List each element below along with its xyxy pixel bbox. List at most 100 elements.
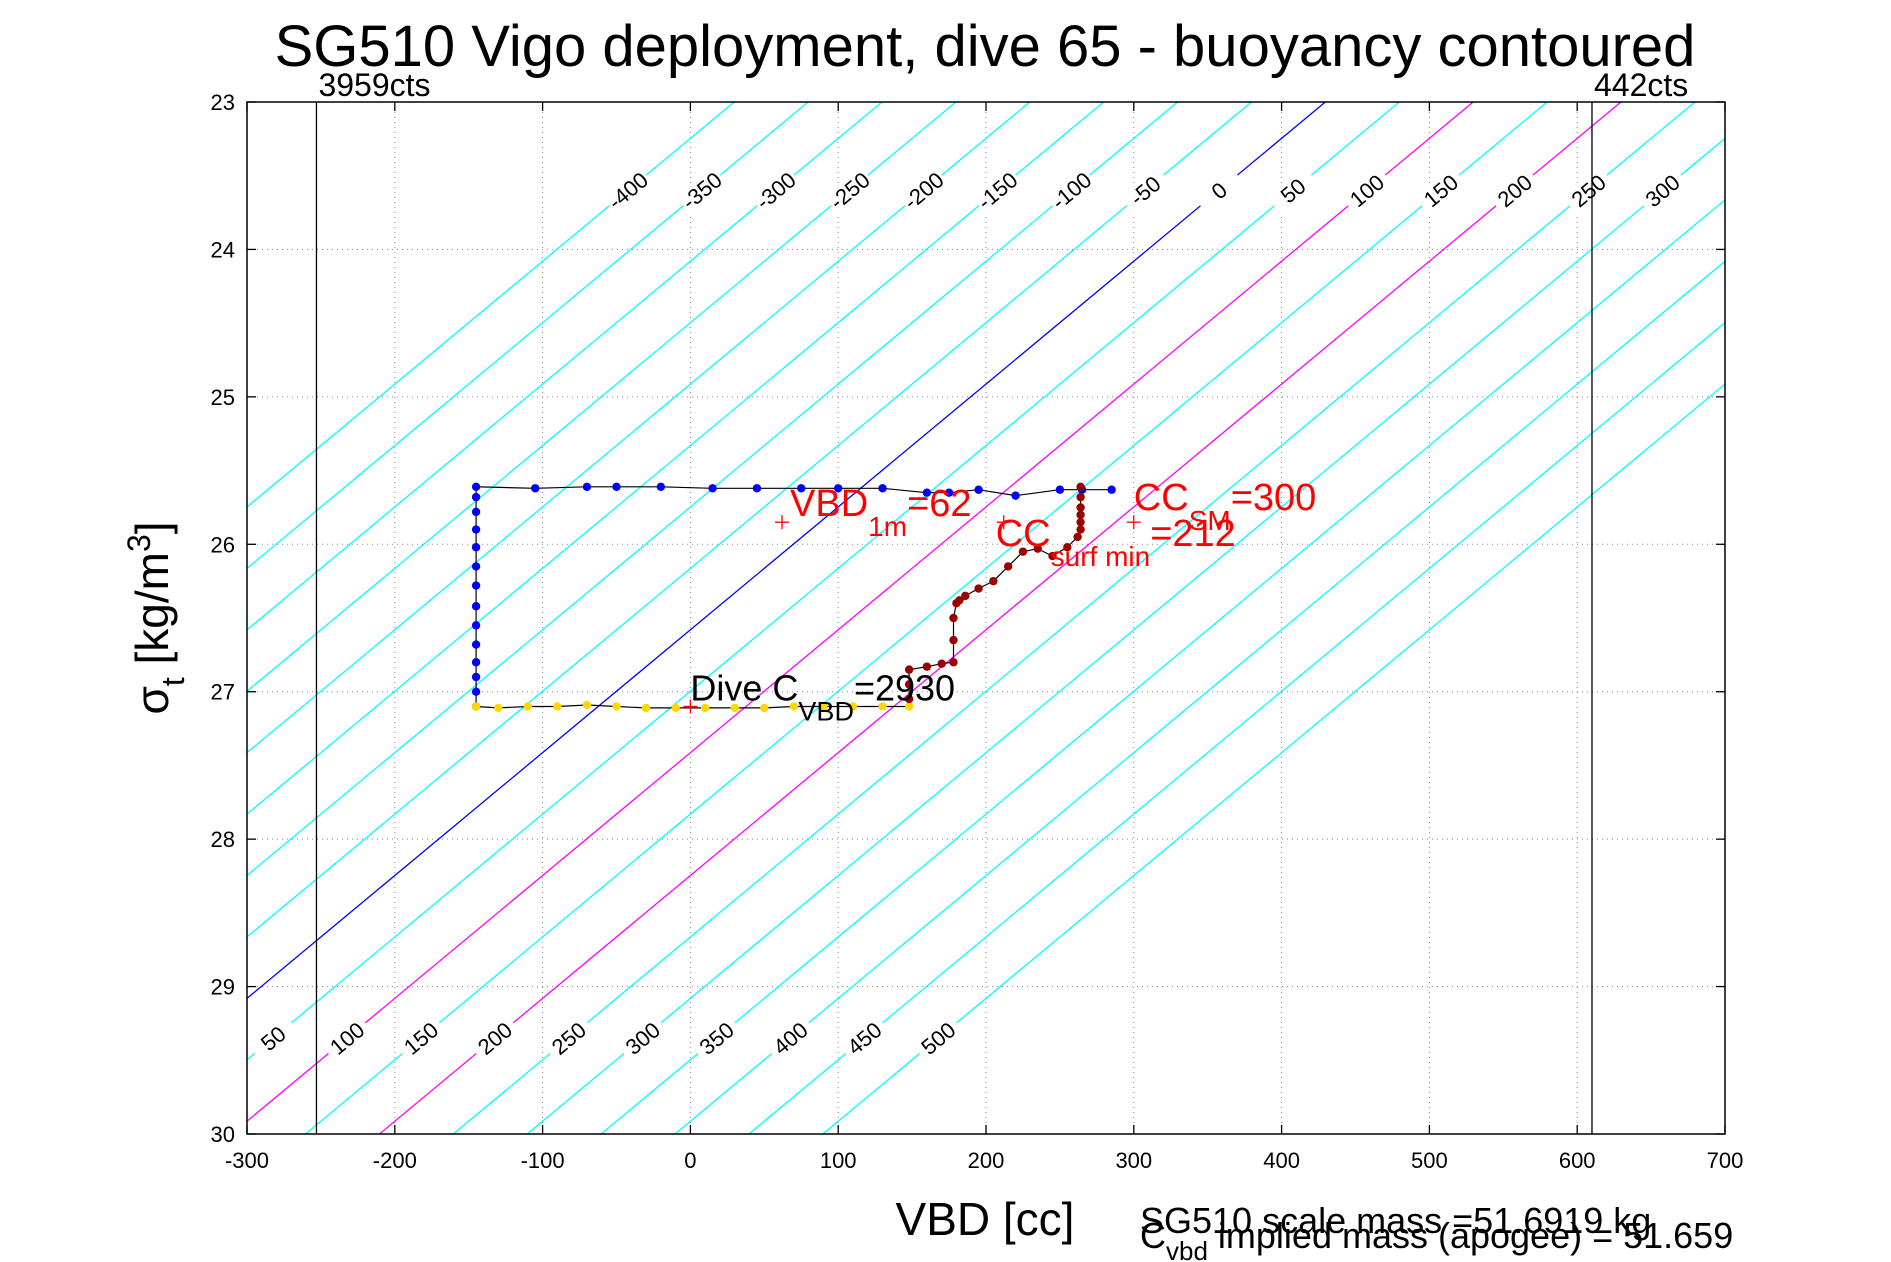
data-point	[949, 613, 958, 623]
contour-label-top-group: -350	[674, 165, 729, 216]
contour-line	[247, 102, 1474, 1123]
data-point	[471, 702, 481, 711]
x-tick-label: 100	[820, 1148, 857, 1173]
data-point	[760, 703, 769, 713]
data-point	[1076, 503, 1085, 512]
data-point	[752, 484, 762, 493]
data-point	[989, 576, 998, 586]
marker-label-tail: =212	[1150, 513, 1236, 555]
y-tick-label: 23	[211, 90, 235, 115]
data-point	[1073, 532, 1082, 542]
data-point	[904, 680, 914, 689]
contour-line	[526, 137, 1725, 1134]
data-point	[797, 484, 806, 493]
vbd-limit-label: 442cts	[1594, 67, 1688, 103]
footer-scale-mass: SG510 scale mass =51.6919 kg	[1140, 1200, 1651, 1241]
data-point	[1076, 482, 1085, 491]
x-tick-label: 500	[1411, 1148, 1448, 1173]
data-point	[937, 659, 946, 668]
data-point	[582, 482, 592, 491]
marker-label-sub: surf min	[1051, 541, 1151, 572]
marker-label-main: Dive C	[690, 667, 798, 708]
marker-label-sub: SM	[1189, 505, 1231, 536]
data-point	[471, 687, 481, 696]
contour-label-bottom-bg	[689, 1012, 744, 1064]
contour-label-top-bg	[896, 165, 951, 216]
data-point	[878, 484, 887, 493]
data-point	[922, 488, 932, 497]
contour-line	[600, 198, 1725, 1134]
contour-label-bottom-group: 200	[467, 1012, 522, 1064]
contour-label-bottom-bg	[911, 1012, 965, 1064]
data-point	[582, 700, 592, 710]
data-point	[612, 482, 621, 491]
contour-label-bottom-bg	[763, 1012, 818, 1064]
contour-line	[247, 102, 1031, 754]
data-point	[471, 581, 481, 590]
marker-label-tail: =300	[1231, 477, 1317, 519]
contour-label-bottom-group: 300	[615, 1012, 670, 1064]
data-point	[878, 702, 887, 711]
data-point	[1076, 492, 1085, 502]
data-point	[949, 635, 958, 645]
data-point	[641, 703, 651, 713]
contour-line	[748, 321, 1725, 1134]
marker-label: VBD1m=62	[790, 483, 972, 542]
x-axis-label: VBD [cc]	[896, 1193, 1075, 1245]
contour-label-top-bg	[970, 165, 1024, 216]
contour-line	[247, 102, 957, 693]
y-label-close: ]	[126, 521, 178, 534]
footer-implied-tail: implied mass (apogee) = 51.659	[1208, 1215, 1733, 1256]
x-tick-label: 400	[1263, 1148, 1300, 1173]
data-point	[471, 672, 481, 682]
data-point	[700, 703, 710, 713]
footer-vbd-sub: vbd	[1166, 1236, 1208, 1262]
data-point	[471, 562, 481, 571]
data-point	[553, 702, 562, 711]
data-point	[955, 596, 964, 605]
data-point	[819, 702, 828, 711]
contour-label-top-bg	[600, 165, 655, 216]
contour-line	[822, 383, 1725, 1134]
x-tick-label: -300	[225, 1148, 269, 1173]
contour-label-top-bg	[674, 165, 729, 216]
x-tick-label: 200	[968, 1148, 1005, 1173]
contour-label-top-bg	[1339, 165, 1394, 216]
data-point	[904, 694, 914, 704]
data-point	[1033, 544, 1042, 553]
x-tick-label: -100	[521, 1148, 565, 1173]
contour-label-top-bg	[1266, 165, 1320, 216]
contour-label-bottom-bg	[467, 1012, 522, 1064]
x-tick-label: 300	[1115, 1148, 1152, 1173]
data-point	[961, 591, 970, 601]
contour-label-top-bg	[822, 165, 877, 216]
y-label-sub: t	[155, 677, 191, 686]
buoyancy-contours	[247, 102, 1725, 1134]
data-point	[1011, 491, 1020, 500]
contour-label-bottom-bg	[541, 1012, 596, 1064]
contour-label-bottom-bg	[320, 1012, 374, 1064]
data-point	[612, 702, 621, 711]
data-series	[471, 482, 1116, 713]
data-point	[531, 484, 540, 493]
contour-label-top-bg	[1561, 165, 1616, 216]
data-point	[1018, 547, 1028, 556]
data-point	[1055, 485, 1065, 494]
y-tick-label: 26	[211, 532, 235, 557]
contour-label-top-bg	[1118, 165, 1172, 216]
data-point	[789, 702, 799, 711]
contour-line	[247, 102, 1252, 938]
contour-label-bottom-bg	[246, 1012, 300, 1064]
contour-line	[305, 102, 1548, 1134]
contour-line	[247, 102, 883, 631]
data-point	[949, 658, 958, 667]
data-point	[471, 602, 481, 611]
contour-line	[247, 102, 1326, 1000]
grid-lines	[247, 102, 1725, 1134]
data-point	[974, 485, 983, 494]
y-axis-label: σt [kg/m3]	[121, 521, 191, 714]
contour-line	[247, 102, 735, 508]
contour-line	[379, 102, 1622, 1134]
footer-c: C	[1140, 1215, 1166, 1256]
